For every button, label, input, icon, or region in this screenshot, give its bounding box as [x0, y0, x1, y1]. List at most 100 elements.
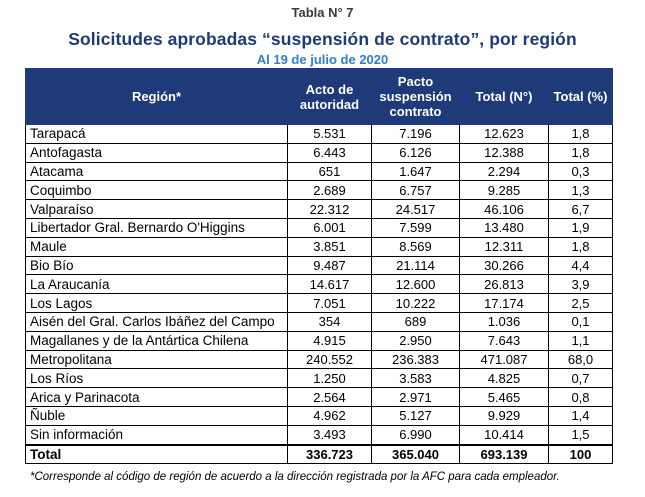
cell-region: Los Lagos: [25, 293, 288, 313]
cell-total-pct: 1,9: [548, 217, 613, 238]
footnote: *Corresponde al código de región de acue…: [30, 471, 560, 483]
cell-acto: 354: [287, 311, 372, 332]
cell-acto: 7.051: [287, 293, 372, 313]
cell-total-pct: 3,9: [548, 274, 613, 295]
cell-total-n: 46.106: [459, 199, 549, 219]
total-cell-region: Total: [25, 443, 288, 465]
cell-region: La Araucanía: [25, 274, 288, 295]
cell-pacto: 7.599: [371, 217, 460, 238]
cell-region: Arica y Parinacota: [25, 387, 288, 407]
cell-total-pct: 68,0: [548, 349, 613, 370]
cell-pacto: 6.990: [371, 424, 460, 446]
cell-pacto: 1.647: [371, 161, 460, 182]
table-row: Sin información 3.493 6.990 10.414 1,5: [25, 424, 613, 446]
cell-total-pct: 4,4: [548, 255, 613, 276]
cell-pacto: 2.971: [371, 387, 460, 407]
cell-total-n: 12.388: [459, 142, 549, 163]
table-row: La Araucanía 14.617 12.600 26.813 3,9: [25, 274, 613, 295]
total-cell-acto: 336.723: [287, 443, 372, 465]
cell-pacto: 7.196: [371, 124, 460, 144]
cell-total-pct: 1,8: [548, 142, 613, 163]
cell-total-n: 5.465: [459, 387, 549, 407]
cell-acto: 651: [287, 161, 372, 182]
cell-region: Libertador Gral. Bernardo O'Higgins: [25, 217, 288, 238]
total-cell-total-pct: 100: [548, 443, 613, 465]
header-acto: Acto de autoridad: [287, 68, 372, 125]
cell-acto: 3.851: [287, 236, 372, 257]
table-row: Metropolitana 240.552 236.383 471.087 68,0: [25, 349, 613, 370]
cell-total-n: 26.813: [459, 274, 549, 295]
cell-acto: 9.487: [287, 255, 372, 276]
cell-acto: 3.493: [287, 424, 372, 446]
cell-region: Aisén del Gral. Carlos Ibáñez del Campo: [25, 311, 288, 332]
cell-total-n: 12.311: [459, 236, 549, 257]
data-table: Región* Acto de autoridad Pacto suspensi…: [25, 68, 613, 465]
cell-total-pct: 1,8: [548, 124, 613, 144]
cell-total-pct: 1,4: [548, 405, 613, 426]
cell-total-n: 17.174: [459, 293, 549, 313]
cell-acto: 240.552: [287, 349, 372, 370]
cell-total-n: 4.825: [459, 368, 549, 389]
cell-region: Coquimbo: [25, 180, 288, 201]
cell-total-n: 9.929: [459, 405, 549, 426]
table-row: Coquimbo 2.689 6.757 9.285 1,3: [25, 180, 613, 201]
header-region: Región*: [25, 68, 288, 125]
cell-total-n: 7.643: [459, 330, 549, 351]
header-row: Región* Acto de autoridad Pacto suspensi…: [25, 68, 613, 125]
cell-total-pct: 1,1: [548, 330, 613, 351]
cell-total-n: 13.480: [459, 217, 549, 238]
table-row: Arica y Parinacota 2.564 2.971 5.465 0,8: [25, 387, 613, 407]
table-row: Los Ríos 1.250 3.583 4.825 0,7: [25, 368, 613, 389]
cell-region: Sin información: [25, 424, 288, 446]
table-body: Tarapacá 5.531 7.196 12.623 1,8 Antofagasta 6.…: [25, 124, 613, 465]
table-label: Tabla N° 7: [291, 5, 354, 20]
cell-total-n: 1.036: [459, 311, 549, 332]
header-pacto: Pacto suspensión contrato: [371, 68, 460, 125]
cell-acto: 2.689: [287, 180, 372, 201]
cell-total-pct: 1,8: [548, 236, 613, 257]
cell-acto: 5.531: [287, 124, 372, 144]
total-cell-total-n: 693.139: [459, 443, 549, 465]
table-row: Antofagasta 6.443 6.126 12.388 1,8: [25, 142, 613, 163]
cell-region: Tarapacá: [25, 124, 288, 144]
cell-total-n: 471.087: [459, 349, 549, 370]
cell-pacto: 8.569: [371, 236, 460, 257]
cell-region: Valparaíso: [25, 199, 288, 219]
header-total-n: Total (N°): [459, 68, 549, 125]
cell-pacto: 5.127: [371, 405, 460, 426]
table-row: Tarapacá 5.531 7.196 12.623 1,8: [25, 124, 613, 144]
cell-total-n: 9.285: [459, 180, 549, 201]
cell-pacto: 6.126: [371, 142, 460, 163]
cell-total-pct: 0,8: [548, 387, 613, 407]
cell-total-n: 10.414: [459, 424, 549, 446]
total-cell-pacto: 365.040: [371, 443, 460, 465]
cell-pacto: 12.600: [371, 274, 460, 295]
cell-total-pct: 0,7: [548, 368, 613, 389]
cell-pacto: 21.114: [371, 255, 460, 276]
table-row: Bio Bío 9.487 21.114 30.266 4,4: [25, 255, 613, 276]
cell-region: Los Ríos: [25, 368, 288, 389]
cell-total-pct: 1,5: [548, 424, 613, 446]
cell-region: Bio Bío: [25, 255, 288, 276]
cell-pacto: 6.757: [371, 180, 460, 201]
cell-pacto: 10.222: [371, 293, 460, 313]
cell-region: Atacama: [25, 161, 288, 182]
cell-acto: 1.250: [287, 368, 372, 389]
cell-pacto: 2.950: [371, 330, 460, 351]
cell-total-pct: 0,1: [548, 311, 613, 332]
cell-acto: 22.312: [287, 199, 372, 219]
cell-pacto: 3.583: [371, 368, 460, 389]
cell-total-pct: 1,3: [548, 180, 613, 201]
cell-region: Antofagasta: [25, 142, 288, 163]
date-line: Al 19 de julio de 2020: [256, 52, 389, 67]
cell-region: Ñuble: [25, 405, 288, 426]
table-row: Maule 3.851 8.569 12.311 1,8: [25, 236, 613, 257]
table-row: Libertador Gral. Bernardo O'Higgins 6.001…: [25, 217, 613, 238]
header-total-pct: Total (%): [548, 68, 613, 125]
cell-acto: 2.564: [287, 387, 372, 407]
total-row: Total 336.723 365.040 693.139 100: [25, 443, 613, 465]
cell-pacto: 24.517: [371, 199, 460, 219]
table-row: Los Lagos 7.051 10.222 17.174 2,5: [25, 293, 613, 313]
cell-region: Maule: [25, 236, 288, 257]
